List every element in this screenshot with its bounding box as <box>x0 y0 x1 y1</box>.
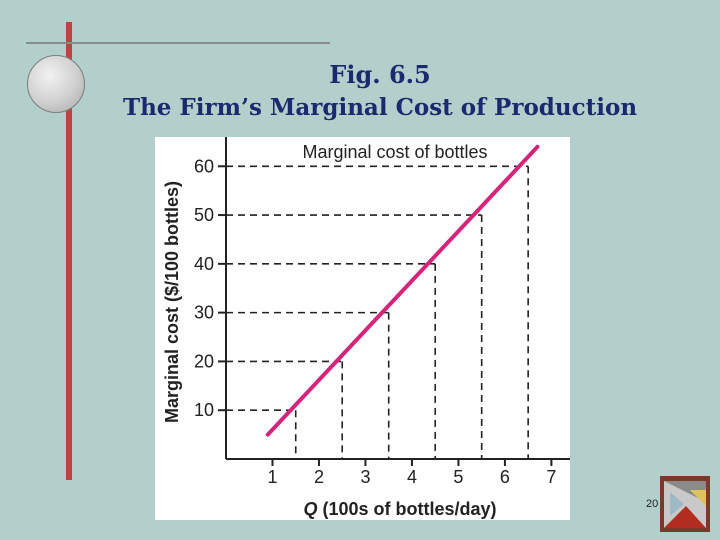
marginal-cost-line <box>265 144 540 437</box>
tick-labels: 1 2 3 4 5 6 7 10 20 30 40 50 60 <box>194 156 556 487</box>
y-tick-label: 40 <box>194 254 214 274</box>
x-tick-label: 3 <box>360 467 370 487</box>
x-tick-label: 5 <box>453 467 463 487</box>
decorative-red-bar <box>66 22 72 480</box>
x-tick-label: 7 <box>546 467 556 487</box>
y-tick-label: 30 <box>194 303 214 323</box>
x-tick-label: 1 <box>267 467 277 487</box>
axes <box>218 137 570 466</box>
y-axis-label: Marginal cost ($/100 bottles) <box>162 181 182 423</box>
y-tick-label: 10 <box>194 400 214 420</box>
x-tick-label: 6 <box>500 467 510 487</box>
marginal-cost-chart: Marginal cost of bottles Marginal cost (… <box>155 137 570 520</box>
x-axis-label-rest: (100s of bottles/day) <box>317 499 496 519</box>
y-tick-label: 50 <box>194 205 214 225</box>
x-axis-label-q: Q <box>303 499 317 519</box>
x-axis-label: Q (100s of bottles/day) <box>303 499 496 519</box>
chart-background <box>155 137 570 520</box>
x-tick-label: 2 <box>314 467 324 487</box>
y-tick-label: 60 <box>194 156 214 176</box>
reference-lines <box>226 165 529 459</box>
logo-icon <box>660 476 710 532</box>
series-layer <box>265 144 540 437</box>
slide-title-line1: Fig. 6.5 <box>329 60 431 89</box>
slide-title-line2: The Firm’s Marginal Cost of Production <box>122 94 638 121</box>
decorative-circle <box>27 55 85 113</box>
y-tick-label: 20 <box>194 351 214 371</box>
chart-title: Marginal cost of bottles <box>302 142 487 162</box>
decorative-rule <box>26 42 330 44</box>
page-number: 20 <box>646 498 659 510</box>
x-tick-label: 4 <box>407 467 417 487</box>
